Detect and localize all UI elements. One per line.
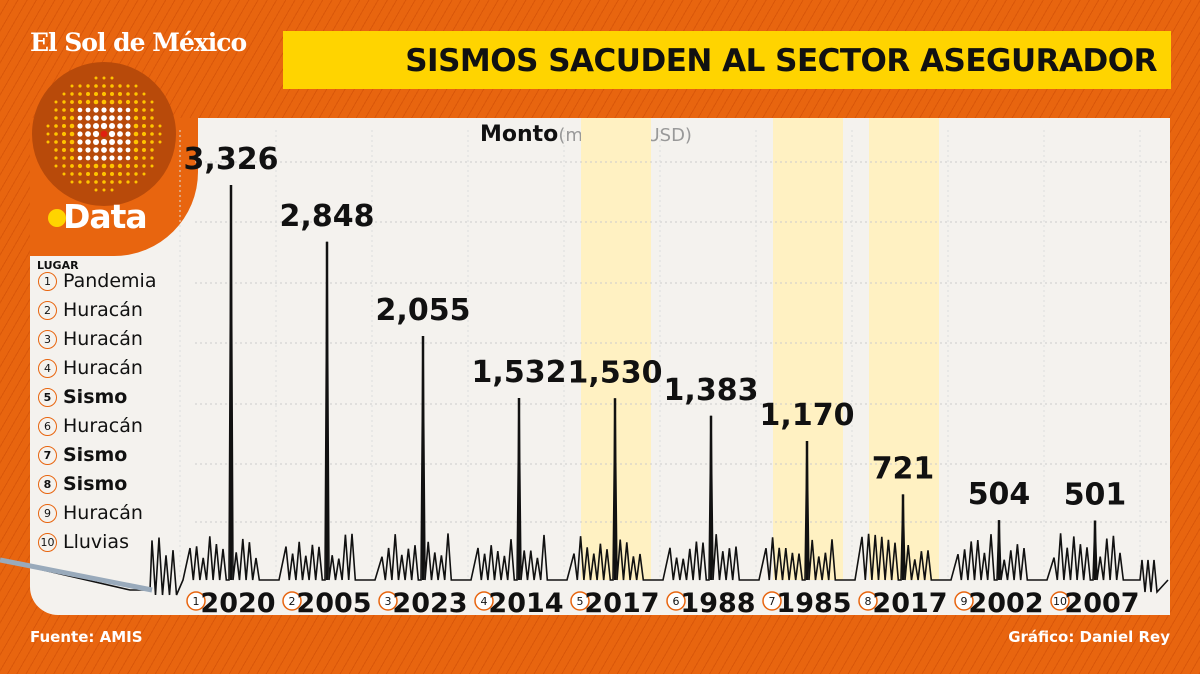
page-title: SISMOS SACUDEN AL SECTOR ASEGURADOR xyxy=(405,43,1157,79)
x-tick-label: 2002 xyxy=(968,588,1043,619)
x-tick-label: 2005 xyxy=(296,588,371,619)
data-label: 2,848 xyxy=(280,199,375,234)
section-label: Data xyxy=(63,197,148,236)
rank-badge: 4 xyxy=(38,358,57,378)
data-label: 504 xyxy=(968,477,1031,512)
x-tick-label: 2014 xyxy=(488,588,563,619)
data-label: 1,170 xyxy=(760,398,855,433)
rank-badge: 10 xyxy=(38,532,57,552)
data-label: 1,383 xyxy=(664,373,759,408)
rank-badge: 8 xyxy=(38,474,57,494)
rank-badge: 5 xyxy=(38,387,57,407)
rank-number: 2 xyxy=(289,595,296,608)
legend-label: Pandemia xyxy=(63,270,157,292)
rank-number: 3 xyxy=(385,595,392,608)
data-logo-icon xyxy=(32,62,176,206)
legend-item: 9 Huracán xyxy=(38,502,143,524)
legend-item: 7 Sismo xyxy=(38,444,127,466)
x-tick-label: 1985 xyxy=(776,588,851,619)
data-label: 3,326 xyxy=(184,142,279,177)
x-tick-label: 2023 xyxy=(392,588,467,619)
data-label: 721 xyxy=(872,451,935,486)
rank-number: 9 xyxy=(961,595,968,608)
source: Fuente: AMIS xyxy=(30,628,143,646)
legend-item: 6 Huracán xyxy=(38,415,143,437)
rank-number: 10 xyxy=(1053,595,1067,608)
data-label: 501 xyxy=(1064,478,1127,513)
x-tick-label: 1988 xyxy=(680,588,755,619)
legend-item: 8 Sismo xyxy=(38,473,127,495)
legend-item: 4 Huracán xyxy=(38,357,143,379)
brand-logo: El Sol de México xyxy=(30,28,247,57)
legend-label: Sismo xyxy=(63,444,128,466)
rank-badge xyxy=(762,591,782,611)
rank-number: 4 xyxy=(481,595,488,608)
rank-badge xyxy=(282,591,302,611)
rank-badge: 2 xyxy=(38,300,57,320)
data-label: 2,055 xyxy=(376,293,471,328)
rank-badge: 3 xyxy=(38,329,57,349)
rank-badge xyxy=(954,591,974,611)
rank-badge: 1 xyxy=(38,271,57,291)
x-tick-label: 2017 xyxy=(872,588,947,619)
legend-item: 3 Huracán xyxy=(38,328,143,350)
legend-label: Huracán xyxy=(63,357,143,379)
data-label: 1,530 xyxy=(568,355,663,390)
rank-badge xyxy=(186,591,206,611)
rank-number: 5 xyxy=(577,595,584,608)
legend-label: Sismo xyxy=(63,473,128,495)
legend-label: Sismo xyxy=(63,386,128,408)
rank-number: 7 xyxy=(769,595,776,608)
x-tick-label: 2017 xyxy=(584,588,659,619)
rank-badge xyxy=(858,591,878,611)
y-label: Monto xyxy=(480,122,559,147)
rank-badge xyxy=(474,591,494,611)
data-label: 1,532 xyxy=(472,355,567,390)
needle-icon xyxy=(0,557,153,593)
seismograph-line xyxy=(0,184,1169,596)
legend-label: Huracán xyxy=(63,299,143,321)
title-bar: SISMOS SACUDEN AL SECTOR ASEGURADOR xyxy=(283,31,1171,89)
x-tick-label: 2020 xyxy=(200,588,275,619)
rank-badge xyxy=(378,591,398,611)
rank-number: 1 xyxy=(193,595,200,608)
legend-item: 5 Sismo xyxy=(38,386,127,408)
rank-badge xyxy=(666,591,686,611)
rank-badge: 6 xyxy=(38,416,57,436)
rank-number: 6 xyxy=(673,595,680,608)
legend-item: 1 Pandemia xyxy=(38,270,156,292)
legend-item: 10 Lluvias xyxy=(38,531,129,553)
rank-badge xyxy=(570,591,590,611)
x-tick-label: 2007 xyxy=(1064,588,1139,619)
yellow-dot-icon xyxy=(48,209,66,227)
rank-badge: 9 xyxy=(38,503,57,523)
legend-label: Lluvias xyxy=(63,531,129,553)
legend-item: 2 Huracán xyxy=(38,299,143,321)
credit: Gráfico: Daniel Rey xyxy=(1008,628,1170,646)
rank-number: 8 xyxy=(865,595,872,608)
legend-heading: LUGAR xyxy=(37,259,79,272)
legend-label: Huracán xyxy=(63,502,143,524)
rank-badge xyxy=(1050,591,1070,611)
legend-label: Huracán xyxy=(63,415,143,437)
rank-badge: 7 xyxy=(38,445,57,465)
legend-label: Huracán xyxy=(63,328,143,350)
